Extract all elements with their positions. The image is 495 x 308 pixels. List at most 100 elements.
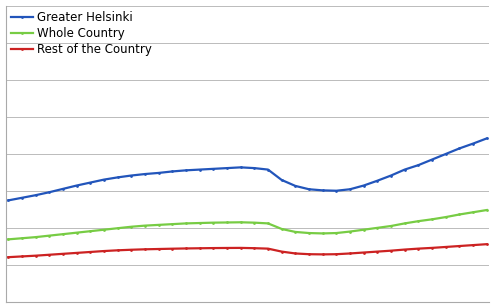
- Greater Helsinki: [429, 158, 435, 161]
- Whole Country: [19, 237, 25, 240]
- Greater Helsinki: [293, 184, 298, 188]
- Greater Helsinki: [456, 147, 462, 150]
- Whole Country: [224, 221, 230, 224]
- Rest of the Country: [128, 248, 134, 252]
- Rest of the Country: [443, 245, 448, 249]
- Rest of the Country: [361, 251, 367, 254]
- Greater Helsinki: [265, 168, 271, 172]
- Whole Country: [443, 215, 448, 219]
- Rest of the Country: [402, 248, 408, 251]
- Greater Helsinki: [388, 174, 394, 177]
- Greater Helsinki: [484, 136, 490, 140]
- Rest of the Country: [306, 252, 312, 256]
- Greater Helsinki: [238, 165, 244, 169]
- Greater Helsinki: [251, 166, 257, 170]
- Rest of the Country: [156, 247, 162, 251]
- Greater Helsinki: [142, 172, 148, 176]
- Whole Country: [33, 235, 39, 239]
- Whole Country: [60, 232, 66, 236]
- Rest of the Country: [456, 244, 462, 248]
- Greater Helsinki: [156, 171, 162, 175]
- Rest of the Country: [415, 247, 421, 250]
- Whole Country: [374, 226, 380, 230]
- Whole Country: [183, 221, 189, 225]
- Rest of the Country: [101, 249, 107, 253]
- Greater Helsinki: [374, 179, 380, 183]
- Whole Country: [74, 231, 80, 234]
- Whole Country: [306, 231, 312, 235]
- Legend: Greater Helsinki, Whole Country, Rest of the Country: Greater Helsinki, Whole Country, Rest of…: [9, 9, 154, 59]
- Rest of the Country: [293, 252, 298, 255]
- Whole Country: [293, 230, 298, 234]
- Greater Helsinki: [47, 190, 52, 194]
- Whole Country: [388, 224, 394, 228]
- Greater Helsinki: [224, 166, 230, 170]
- Greater Helsinki: [128, 174, 134, 177]
- Greater Helsinki: [74, 184, 80, 187]
- Whole Country: [210, 221, 216, 225]
- Whole Country: [251, 221, 257, 225]
- Rest of the Country: [115, 249, 121, 252]
- Rest of the Country: [60, 252, 66, 256]
- Whole Country: [128, 225, 134, 229]
- Greater Helsinki: [279, 178, 285, 182]
- Whole Country: [484, 208, 490, 212]
- Greater Helsinki: [320, 188, 326, 192]
- Whole Country: [265, 221, 271, 225]
- Greater Helsinki: [415, 163, 421, 167]
- Greater Helsinki: [169, 170, 175, 173]
- Greater Helsinki: [470, 142, 476, 145]
- Greater Helsinki: [347, 187, 353, 191]
- Rest of the Country: [224, 246, 230, 250]
- Whole Country: [156, 223, 162, 227]
- Whole Country: [142, 224, 148, 228]
- Whole Country: [415, 219, 421, 223]
- Rest of the Country: [388, 249, 394, 253]
- Whole Country: [169, 222, 175, 226]
- Line: Greater Helsinki: Greater Helsinki: [7, 137, 488, 202]
- Rest of the Country: [74, 251, 80, 255]
- Whole Country: [361, 228, 367, 232]
- Greater Helsinki: [101, 178, 107, 181]
- Rest of the Country: [142, 247, 148, 251]
- Rest of the Country: [87, 250, 93, 254]
- Greater Helsinki: [115, 176, 121, 179]
- Rest of the Country: [429, 246, 435, 250]
- Rest of the Country: [333, 252, 339, 256]
- Rest of the Country: [183, 247, 189, 250]
- Whole Country: [347, 230, 353, 233]
- Greater Helsinki: [87, 181, 93, 184]
- Whole Country: [279, 227, 285, 231]
- Rest of the Country: [169, 247, 175, 250]
- Greater Helsinki: [5, 199, 11, 202]
- Greater Helsinki: [19, 196, 25, 200]
- Rest of the Country: [265, 247, 271, 250]
- Greater Helsinki: [183, 168, 189, 172]
- Greater Helsinki: [210, 167, 216, 171]
- Rest of the Country: [279, 250, 285, 253]
- Rest of the Country: [19, 255, 25, 258]
- Line: Rest of the Country: Rest of the Country: [7, 243, 488, 258]
- Rest of the Country: [197, 246, 202, 250]
- Line: Whole Country: Whole Country: [7, 209, 488, 241]
- Rest of the Country: [238, 246, 244, 250]
- Greater Helsinki: [361, 184, 367, 187]
- Rest of the Country: [347, 252, 353, 255]
- Whole Country: [87, 229, 93, 233]
- Greater Helsinki: [60, 187, 66, 191]
- Whole Country: [101, 228, 107, 232]
- Whole Country: [333, 231, 339, 235]
- Whole Country: [470, 210, 476, 214]
- Whole Country: [429, 217, 435, 221]
- Greater Helsinki: [402, 168, 408, 172]
- Rest of the Country: [47, 253, 52, 257]
- Greater Helsinki: [33, 193, 39, 197]
- Whole Country: [320, 232, 326, 235]
- Greater Helsinki: [443, 152, 448, 156]
- Whole Country: [402, 221, 408, 225]
- Rest of the Country: [5, 255, 11, 259]
- Greater Helsinki: [306, 187, 312, 191]
- Rest of the Country: [210, 246, 216, 250]
- Rest of the Country: [470, 243, 476, 247]
- Whole Country: [238, 221, 244, 224]
